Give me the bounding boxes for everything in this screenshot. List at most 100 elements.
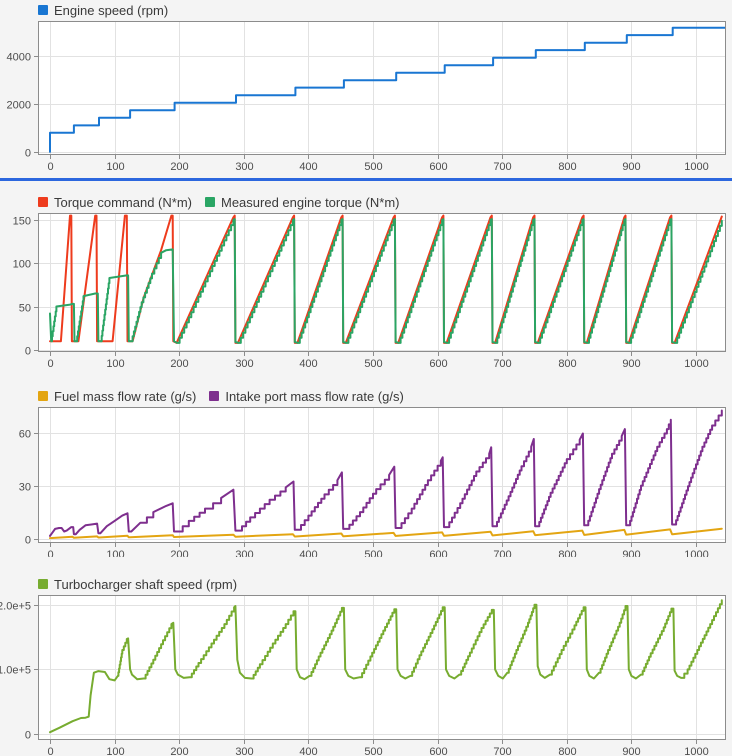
svg-text:600: 600 xyxy=(429,549,447,557)
svg-text:600: 600 xyxy=(429,161,447,173)
legend-turbo-speed: Turbocharger shaft speed (rpm) xyxy=(38,577,237,592)
legend-item-mass-flow-1[interactable]: Intake port mass flow rate (g/s) xyxy=(209,388,404,404)
svg-text:0: 0 xyxy=(25,148,31,160)
tick-marks xyxy=(34,605,697,744)
plot-background xyxy=(38,595,726,740)
svg-text:900: 900 xyxy=(622,358,640,367)
plot-area-mass-flow[interactable]: 0 100 200 300 400 500 600 700 800 900 1000 0 30 60 xyxy=(0,367,732,557)
pane-splitter[interactable] xyxy=(0,178,732,181)
svg-text:100: 100 xyxy=(106,746,124,756)
svg-text:60: 60 xyxy=(19,429,31,441)
svg-text:50: 50 xyxy=(19,303,31,315)
svg-text:900: 900 xyxy=(622,549,640,557)
svg-text:100: 100 xyxy=(106,358,124,367)
svg-text:700: 700 xyxy=(493,549,511,557)
svg-text:700: 700 xyxy=(493,161,511,173)
plot-background xyxy=(38,213,726,352)
plot-border xyxy=(38,407,726,543)
plot-area-turbo-speed[interactable]: 0 100 200 300 400 500 600 700 800 900 1000 0 1.0e+5 2… xyxy=(0,557,732,756)
svg-text:900: 900 xyxy=(622,746,640,756)
legend-item-engine-speed-0[interactable]: Engine speed (rpm) xyxy=(38,3,168,18)
legend-label: Turbocharger shaft speed (rpm) xyxy=(54,576,238,592)
tick-labels: 0 100 200 300 400 500 600 700 800 900 1000 0 30 60 xyxy=(19,429,709,558)
svg-text:0: 0 xyxy=(25,730,31,742)
legend-swatch-icon xyxy=(205,197,215,207)
series-line-mass-flow-0 xyxy=(49,527,723,540)
legend-label: Engine speed (rpm) xyxy=(54,2,169,18)
svg-text:200: 200 xyxy=(170,746,188,756)
svg-text:500: 500 xyxy=(364,358,382,367)
svg-text:0: 0 xyxy=(47,161,53,173)
svg-text:200: 200 xyxy=(170,358,188,367)
legend-item-mass-flow-0[interactable]: Fuel mass flow rate (g/s) xyxy=(38,389,196,404)
svg-text:500: 500 xyxy=(364,549,382,557)
series-line-engine-speed-0 xyxy=(49,26,726,153)
svg-text:800: 800 xyxy=(558,746,576,756)
gridlines xyxy=(38,21,726,155)
svg-text:300: 300 xyxy=(235,549,253,557)
svg-text:2000: 2000 xyxy=(7,100,31,112)
legend-mass-flow: Fuel mass flow rate (g/s) Intake port mas… xyxy=(38,388,404,404)
legend-label: Measured engine torque (N*m) xyxy=(221,194,400,210)
legend-swatch-icon xyxy=(38,197,48,207)
legend-swatch-icon xyxy=(38,5,48,15)
svg-text:800: 800 xyxy=(558,161,576,173)
series-line-torque-1 xyxy=(49,218,723,344)
tick-marks xyxy=(34,220,697,356)
legend-engine-speed: Engine speed (rpm) xyxy=(38,3,168,18)
tick-labels: 0 100 200 300 400 500 600 700 800 900 1000 0 2000 400… xyxy=(7,52,709,174)
tick-labels: 0 100 200 300 400 500 600 700 800 900 1000 0 50 100 15… xyxy=(13,216,709,368)
svg-text:400: 400 xyxy=(299,746,317,756)
plot-area-engine-speed[interactable]: 0 100 200 300 400 500 600 700 800 900 1000 0 2000 400… xyxy=(0,0,732,178)
legend-swatch-icon xyxy=(209,391,220,401)
svg-text:4000: 4000 xyxy=(7,52,31,64)
svg-text:400: 400 xyxy=(299,358,317,367)
svg-text:700: 700 xyxy=(493,746,511,756)
svg-text:500: 500 xyxy=(364,161,382,173)
svg-text:0: 0 xyxy=(47,746,53,756)
svg-text:500: 500 xyxy=(364,746,382,756)
svg-text:300: 300 xyxy=(235,358,253,367)
series-line-turbo-speed-0 xyxy=(49,599,723,734)
chart-torque: Torque command (N*m) Measured engine torq… xyxy=(0,181,732,367)
svg-text:1000: 1000 xyxy=(684,358,708,367)
svg-text:800: 800 xyxy=(558,358,576,367)
svg-text:0: 0 xyxy=(47,358,53,367)
svg-text:1.0e+5: 1.0e+5 xyxy=(0,665,31,677)
plot-area-torque[interactable]: 0 100 200 300 400 500 600 700 800 900 1000 0 50 100 15… xyxy=(0,181,732,367)
svg-text:200: 200 xyxy=(170,161,188,173)
svg-text:100: 100 xyxy=(106,161,124,173)
svg-text:400: 400 xyxy=(299,161,317,173)
legend-label: Torque command (N*m) xyxy=(54,194,192,210)
svg-text:900: 900 xyxy=(622,161,640,173)
plot-background xyxy=(38,21,726,155)
svg-text:2.0e+5: 2.0e+5 xyxy=(0,601,31,613)
series-line-mass-flow-1 xyxy=(49,409,723,537)
chart-mass-flow: Fuel mass flow rate (g/s) Intake port mas… xyxy=(0,367,732,557)
chart-engine-speed: Engine speed (rpm) 0 100 200 300 400 500 600 700… xyxy=(0,0,732,178)
gridlines xyxy=(38,595,726,740)
plot-border xyxy=(38,213,726,352)
plot-border xyxy=(38,595,726,740)
legend-torque: Torque command (N*m) Measured engine torq… xyxy=(38,195,399,210)
svg-text:300: 300 xyxy=(235,161,253,173)
svg-text:200: 200 xyxy=(170,549,188,557)
legend-item-torque-0[interactable]: Torque command (N*m) xyxy=(38,195,192,210)
tick-marks xyxy=(34,433,697,547)
svg-text:100: 100 xyxy=(13,259,31,271)
legend-label: Intake port mass flow rate (g/s) xyxy=(225,388,404,404)
svg-text:700: 700 xyxy=(493,358,511,367)
gridlines xyxy=(38,407,726,543)
svg-text:150: 150 xyxy=(13,216,31,228)
svg-text:300: 300 xyxy=(235,746,253,756)
plot-background xyxy=(38,407,726,543)
svg-text:0: 0 xyxy=(25,346,31,358)
svg-text:1000: 1000 xyxy=(684,549,708,557)
legend-item-turbo-speed-0[interactable]: Turbocharger shaft speed (rpm) xyxy=(38,577,237,592)
legend-swatch-icon xyxy=(38,579,48,589)
svg-text:0: 0 xyxy=(25,535,31,547)
legend-item-torque-1[interactable]: Measured engine torque (N*m) xyxy=(205,195,399,210)
svg-text:400: 400 xyxy=(299,549,317,557)
chart-turbo-speed: Turbocharger shaft speed (rpm) 0 100 200 300… xyxy=(0,557,732,756)
plot-border xyxy=(38,21,726,155)
